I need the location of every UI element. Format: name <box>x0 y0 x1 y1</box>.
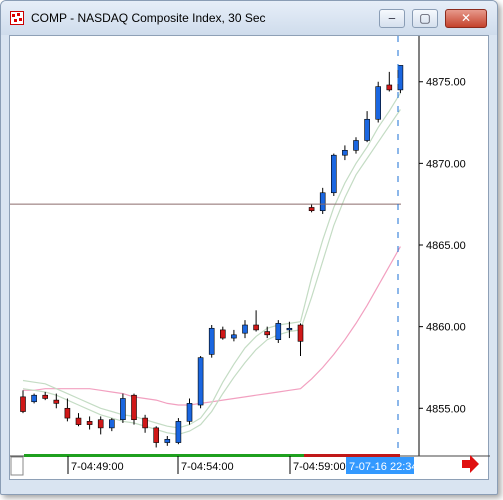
candle-body <box>375 86 382 120</box>
close-icon: ✕ <box>460 11 472 25</box>
moving-average-slow-line <box>22 109 401 436</box>
candle-body <box>86 421 93 425</box>
app-chart-icon[interactable] <box>10 11 24 25</box>
candle-body <box>175 421 182 443</box>
candle-body <box>220 329 226 339</box>
candle-body <box>308 207 315 212</box>
candle-body <box>253 324 259 331</box>
candle-body <box>319 192 326 212</box>
maximize-button[interactable]: ▢ <box>412 9 438 28</box>
time-tick-label: 7-04:59:00 <box>293 461 346 473</box>
candle-body <box>97 419 104 429</box>
scroll-box[interactable] <box>10 456 24 476</box>
cursor-time-badge <box>346 457 414 474</box>
scroll-right-arrow-icon[interactable] <box>462 455 479 473</box>
candle-body <box>264 331 270 336</box>
price-tick-label: 4855.00 <box>426 403 466 415</box>
time-tick-label: 7-04:49:00 <box>71 461 124 473</box>
candle-body <box>20 396 26 412</box>
candle-body <box>120 398 126 421</box>
candle-body <box>197 357 204 406</box>
candle-body <box>131 394 137 421</box>
candle-body <box>31 394 37 403</box>
maximize-icon: ▢ <box>419 11 431 25</box>
session-bar-red <box>304 454 400 457</box>
candle-body <box>164 439 171 443</box>
minimize-icon: ‒ <box>388 11 396 25</box>
moving-average-fast-line <box>22 92 401 429</box>
session-bar-green <box>24 454 304 457</box>
candle-body <box>364 118 370 141</box>
candle-body <box>208 327 215 355</box>
candle-body <box>231 334 237 339</box>
price-tick-label: 4860.00 <box>426 322 466 334</box>
price-tick-label: 4865.00 <box>426 240 466 252</box>
window-title: COMP - NASDAQ Composite Index, 30 Sec <box>31 11 266 25</box>
candle-body <box>342 149 348 156</box>
candle-body <box>109 419 115 429</box>
candle-body <box>330 154 337 194</box>
candle-body <box>42 394 49 399</box>
candle-body <box>242 324 248 334</box>
candle-body <box>64 407 71 419</box>
close-button[interactable]: ✕ <box>445 9 487 28</box>
candle-body <box>275 323 282 341</box>
price-tick-label: 4875.00 <box>426 77 466 89</box>
candlestick-chart[interactable]: 4875.00 4870.00 4865.00 4860.00 4855.00 7-04… <box>10 36 490 481</box>
candle-body <box>153 427 159 443</box>
time-tick-label: 7-04:54:00 <box>181 461 234 473</box>
candle-body <box>142 417 148 429</box>
candle-body <box>186 403 193 422</box>
chart-area[interactable]: 4875.00 4870.00 4865.00 4860.00 4855.00 7-04… <box>9 35 490 481</box>
moving-average-pink-line <box>23 246 401 406</box>
candle-body <box>286 327 293 331</box>
candle-body <box>297 324 304 342</box>
candle-body <box>397 65 404 91</box>
candle-body <box>386 84 393 91</box>
title-bar[interactable]: COMP - NASDAQ Composite Index, 30 Sec ‒ … <box>1 1 497 35</box>
cursor-time-label: 7-07-16 22:34:00 <box>349 461 433 473</box>
candle-body <box>75 417 82 425</box>
candle-body <box>53 399 60 404</box>
price-tick-label: 4870.00 <box>426 158 466 170</box>
minimize-button[interactable]: ‒ <box>379 9 405 28</box>
candle-body <box>353 140 359 151</box>
